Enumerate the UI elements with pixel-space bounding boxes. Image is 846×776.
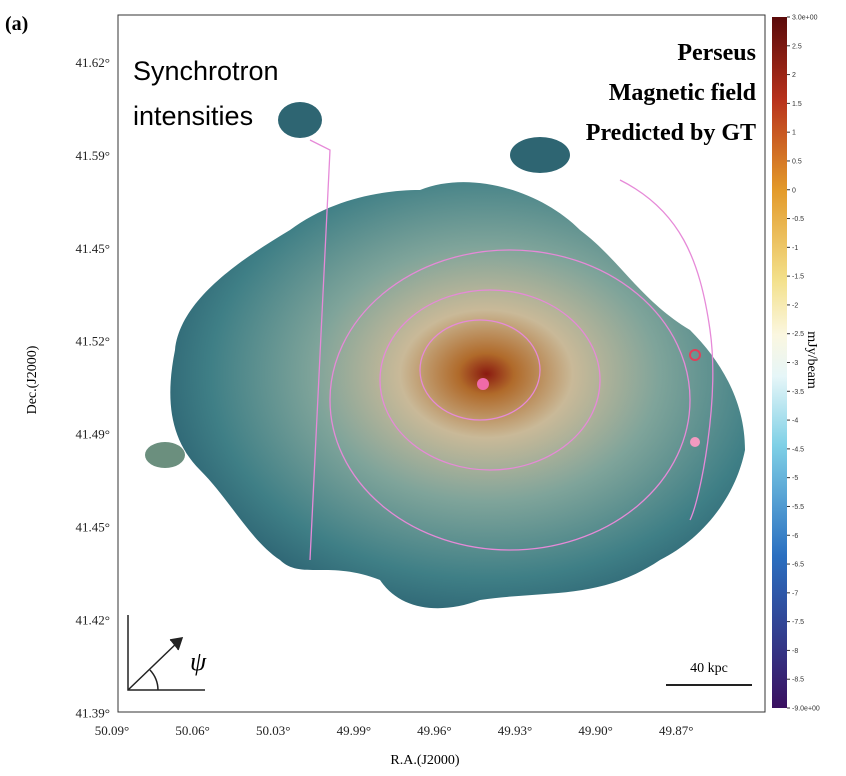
colorbar-tick-label: -4.5 <box>792 446 804 453</box>
colorbar-label: mJy/beam <box>804 331 819 389</box>
colorbar-tick-label: -1.5 <box>792 274 804 281</box>
marker <box>477 378 489 390</box>
x-tick-label: 50.06° <box>175 723 209 738</box>
y-axis-label: Dec.(J2000) <box>25 345 40 414</box>
colorbar-tick-label: -9.0e+00 <box>792 706 820 713</box>
y-tick-label: 41.59° <box>76 148 110 163</box>
colorbar-tick-label: -1 <box>792 245 798 252</box>
colorbar-tick-label: -8.5 <box>792 677 804 684</box>
colorbar-tick-label: -6.5 <box>792 562 804 569</box>
marker <box>690 437 700 447</box>
title: Magnetic field <box>609 80 757 106</box>
colorbar-tick-label: -5 <box>792 475 798 482</box>
panel-label: (a) <box>5 13 28 35</box>
colorbar-tick-label: 3.0e+00 <box>792 15 818 22</box>
y-tick-label: 41.39° <box>76 705 110 720</box>
annotation: intensities <box>133 101 253 131</box>
colorbar-tick-label: 2 <box>792 72 796 79</box>
y-tick-label: 41.45° <box>76 241 110 256</box>
x-tick-label: 49.87° <box>659 723 693 738</box>
scale-bar-label: 40 kpc <box>690 661 728 676</box>
colorbar-tick-label: 1.5 <box>792 101 802 108</box>
colorbar-tick-label: -0.5 <box>792 216 804 223</box>
colorbar-tick-label: 0 <box>792 187 796 194</box>
colorbar-tick-label: 2.5 <box>792 43 802 50</box>
colorbar-tick-label: -7 <box>792 590 798 597</box>
annotation: Synchrotron <box>133 56 279 86</box>
y-tick-label: 41.52° <box>76 334 110 349</box>
figure: (a) Synchrotron intensities Perseus Magn… <box>0 0 846 776</box>
colorbar-tick-label: -7.5 <box>792 619 804 626</box>
x-tick-label: 50.03° <box>256 723 290 738</box>
source-blob <box>510 137 570 173</box>
y-tick-label: 41.45° <box>76 520 110 535</box>
colorbar-tick-label: 1 <box>792 130 796 137</box>
title: Predicted by GT <box>586 120 756 146</box>
colorbar <box>772 17 787 708</box>
colorbar-tick-label: -3.5 <box>792 389 804 396</box>
y-tick-label: 41.42° <box>76 612 110 627</box>
colorbar-tick-label: -6 <box>792 533 798 540</box>
x-tick-label: 50.09° <box>95 723 129 738</box>
y-tick-label: 41.49° <box>76 427 110 442</box>
colorbar-tick-label: -5.5 <box>792 504 804 511</box>
colorbar-tick-label: -8 <box>792 648 798 655</box>
colorbar-tick-label: -2 <box>792 302 798 309</box>
colorbar-tick-label: 0.5 <box>792 158 802 165</box>
title: Perseus <box>677 40 756 66</box>
x-tick-label: 49.96° <box>417 723 451 738</box>
colorbar-tick-label: -3 <box>792 360 798 367</box>
source-blob <box>145 442 185 468</box>
colorbar-tick-label: -4 <box>792 418 798 425</box>
x-tick-label: 49.93° <box>498 723 532 738</box>
x-tick-label: 49.90° <box>578 723 612 738</box>
x-axis-label: R.A.(J2000) <box>390 753 460 768</box>
y-tick-label: 41.62° <box>76 55 110 70</box>
x-tick-label: 49.99° <box>337 723 371 738</box>
angle-symbol: ψ <box>190 647 207 676</box>
source-blob <box>278 102 322 138</box>
colorbar-tick-label: -2.5 <box>792 331 804 338</box>
